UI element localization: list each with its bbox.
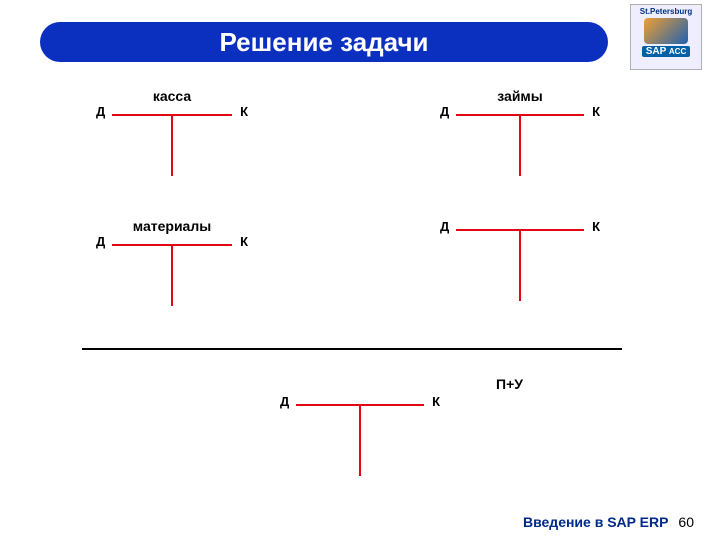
footer-page: 60 — [678, 514, 694, 530]
t-account-zaimy: займыДК — [456, 110, 584, 172]
logo-top-text: St.Petersburg — [640, 7, 692, 16]
footer: Введение в SAP ERP 60 — [523, 514, 694, 530]
slide: Решение задачи St.Petersburg SAP ACC кас… — [0, 0, 720, 540]
t-account-acct4: ДК — [456, 225, 584, 297]
t-account-credit-label: К — [240, 104, 248, 119]
t-account-debit-label: Д — [440, 104, 449, 119]
t-account-kassa: кассаДК — [112, 110, 232, 172]
t-account-debit-label: Д — [96, 234, 105, 249]
logo-graphic — [644, 18, 688, 44]
t-account-acct5: ДК — [296, 400, 424, 472]
slide-title: Решение задачи — [219, 27, 428, 58]
t-account-credit-label: К — [592, 219, 600, 234]
title-bar: Решение задачи — [40, 22, 608, 62]
sap-acc-logo: St.Petersburg SAP ACC — [630, 4, 702, 70]
logo-sap-text: SAP ACC — [642, 46, 691, 57]
t-account-debit-label: Д — [96, 104, 105, 119]
t-account-credit-label: К — [432, 394, 440, 409]
t-account-title: материалы — [133, 218, 211, 234]
t-account-credit-label: К — [240, 234, 248, 249]
t-account-vbar — [519, 114, 521, 176]
t-account-vbar — [171, 114, 173, 176]
divider-line — [82, 348, 622, 350]
t-account-vbar — [359, 404, 361, 476]
t-account-debit-label: Д — [440, 219, 449, 234]
t-account-title: касса — [153, 88, 191, 104]
t-account-title: займы — [497, 88, 542, 104]
t-account-vbar — [519, 229, 521, 301]
footer-text: Введение в SAP ERP — [523, 514, 668, 530]
t-account-debit-label: Д — [280, 394, 289, 409]
t-account-materialy: материалыДК — [112, 240, 232, 302]
pu-label: П+У — [496, 376, 523, 392]
t-account-vbar — [171, 244, 173, 306]
t-account-credit-label: К — [592, 104, 600, 119]
